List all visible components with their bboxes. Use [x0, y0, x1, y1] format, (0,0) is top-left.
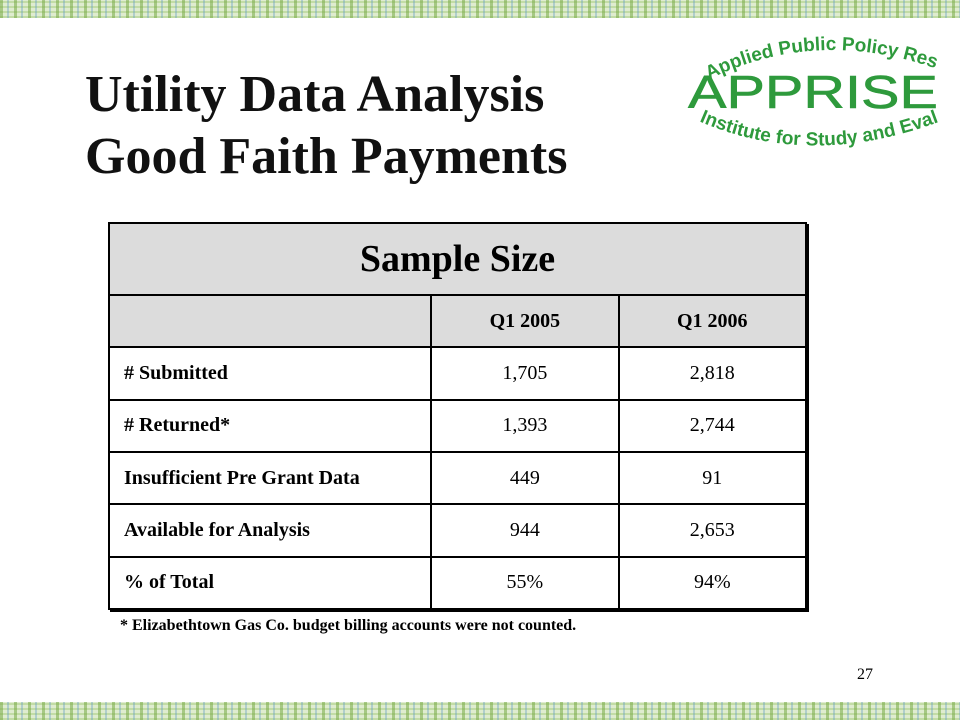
title-line-1: Utility Data Analysis	[85, 66, 545, 123]
table-row: # Submitted 1,705 2,818	[107, 346, 808, 401]
row-label: Insufficient Pre Grant Data	[107, 450, 433, 506]
row-label: % of Total	[107, 555, 433, 611]
page-number: 27	[857, 666, 873, 683]
column-header-q1-2005: Q1 2005	[430, 293, 620, 349]
corner-cell	[107, 293, 433, 349]
apprise-logo: Applied Public Policy Research APPRISE I…	[678, 22, 941, 151]
table-row: # Returned* 1,393 2,744	[107, 398, 808, 453]
footnote: * Elizabethtown Gas Co. budget billing a…	[120, 617, 577, 634]
cell-value: 91	[617, 450, 808, 506]
decorative-bottom-band	[0, 702, 960, 720]
cell-value: 55%	[430, 555, 620, 611]
cell-value: 944	[430, 503, 620, 558]
table-row: Available for Analysis 944 2,653	[107, 503, 808, 558]
row-label: Available for Analysis	[107, 503, 433, 558]
table-row: Insufficient Pre Grant Data 449 91	[107, 450, 808, 506]
column-header-q1-2006: Q1 2006	[617, 293, 808, 349]
row-label: # Returned*	[107, 398, 433, 453]
cell-value: 449	[430, 450, 620, 506]
cell-value: 1,705	[430, 346, 620, 401]
sample-size-table: Sample Size Q1 2005 Q1 2006 # Submitted …	[107, 222, 808, 611]
cell-value: 2,653	[617, 503, 808, 558]
table-header: Sample Size	[108, 222, 807, 296]
row-label: # Submitted	[107, 346, 433, 401]
cell-value: 2,818	[617, 346, 808, 401]
title-line-2: Good Faith Payments	[85, 128, 568, 185]
table-row: % of Total 55% 94%	[107, 555, 808, 611]
cell-value: 1,393	[430, 398, 620, 453]
slide-title: Utility Data Analysis Good Faith Payment…	[85, 64, 567, 188]
cell-value: 2,744	[617, 398, 808, 453]
decorative-top-band	[0, 0, 960, 18]
cell-value: 94%	[617, 555, 808, 611]
logo-name: APPRISE	[688, 66, 938, 118]
